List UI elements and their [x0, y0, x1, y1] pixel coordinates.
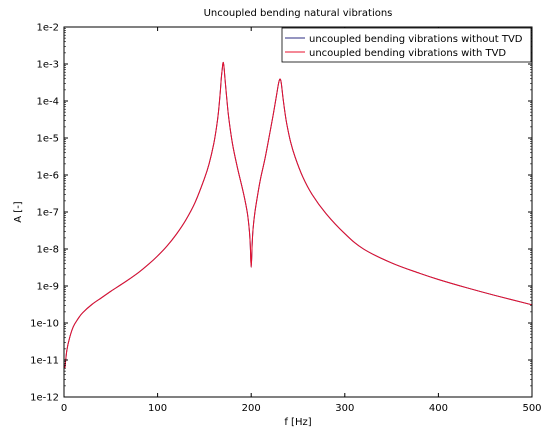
y-tick-label: 1e-5	[37, 134, 60, 145]
series-line-with-tvd	[64, 61, 533, 369]
legend-label-with-tvd: uncoupled bending vibrations with TVD	[309, 48, 506, 59]
x-tick-label: 200	[242, 403, 261, 414]
x-tick-label: 400	[429, 403, 448, 414]
y-tick-label: 1e-12	[30, 393, 59, 404]
y-axis-label: A [-]	[13, 201, 24, 223]
legend: uncoupled bending vibrations without TVD…	[281, 27, 532, 63]
x-axis: 0 100 200 300 400 500	[61, 27, 542, 414]
x-tick-label: 300	[335, 403, 354, 414]
plot-frame	[63, 26, 533, 398]
x-tick-label: 500	[522, 403, 541, 414]
y-tick-label: 1e-4	[37, 97, 60, 108]
x-tick-label: 100	[148, 403, 167, 414]
chart-title: Uncoupled bending natural vibrations	[204, 8, 393, 19]
y-tick-label: 1e-11	[30, 356, 59, 367]
legend-box	[281, 27, 532, 63]
y-tick-label: 1e-9	[37, 282, 60, 293]
y-tick-label: 1e-8	[37, 245, 60, 256]
y-axis: 1e-12 1e-11 1e-10 1e-9 1e-8 1e-7 1e-6 1e-5 1e-4 1…	[30, 23, 532, 404]
y-tick-label: 1e-2	[37, 23, 60, 34]
legend-label-without-tvd: uncoupled bending vibrations without TVD	[309, 34, 523, 45]
x-tick-label: 0	[61, 403, 67, 414]
y-tick-label: 1e-6	[37, 171, 60, 182]
plot-lines	[64, 61, 533, 369]
x-axis-label: f [Hz]	[284, 417, 311, 428]
y-tick-label: 1e-10	[30, 319, 59, 330]
y-tick-label: 1e-7	[37, 208, 60, 219]
y-tick-label: 1e-3	[37, 60, 60, 71]
series-line-without-tvd	[64, 61, 533, 369]
